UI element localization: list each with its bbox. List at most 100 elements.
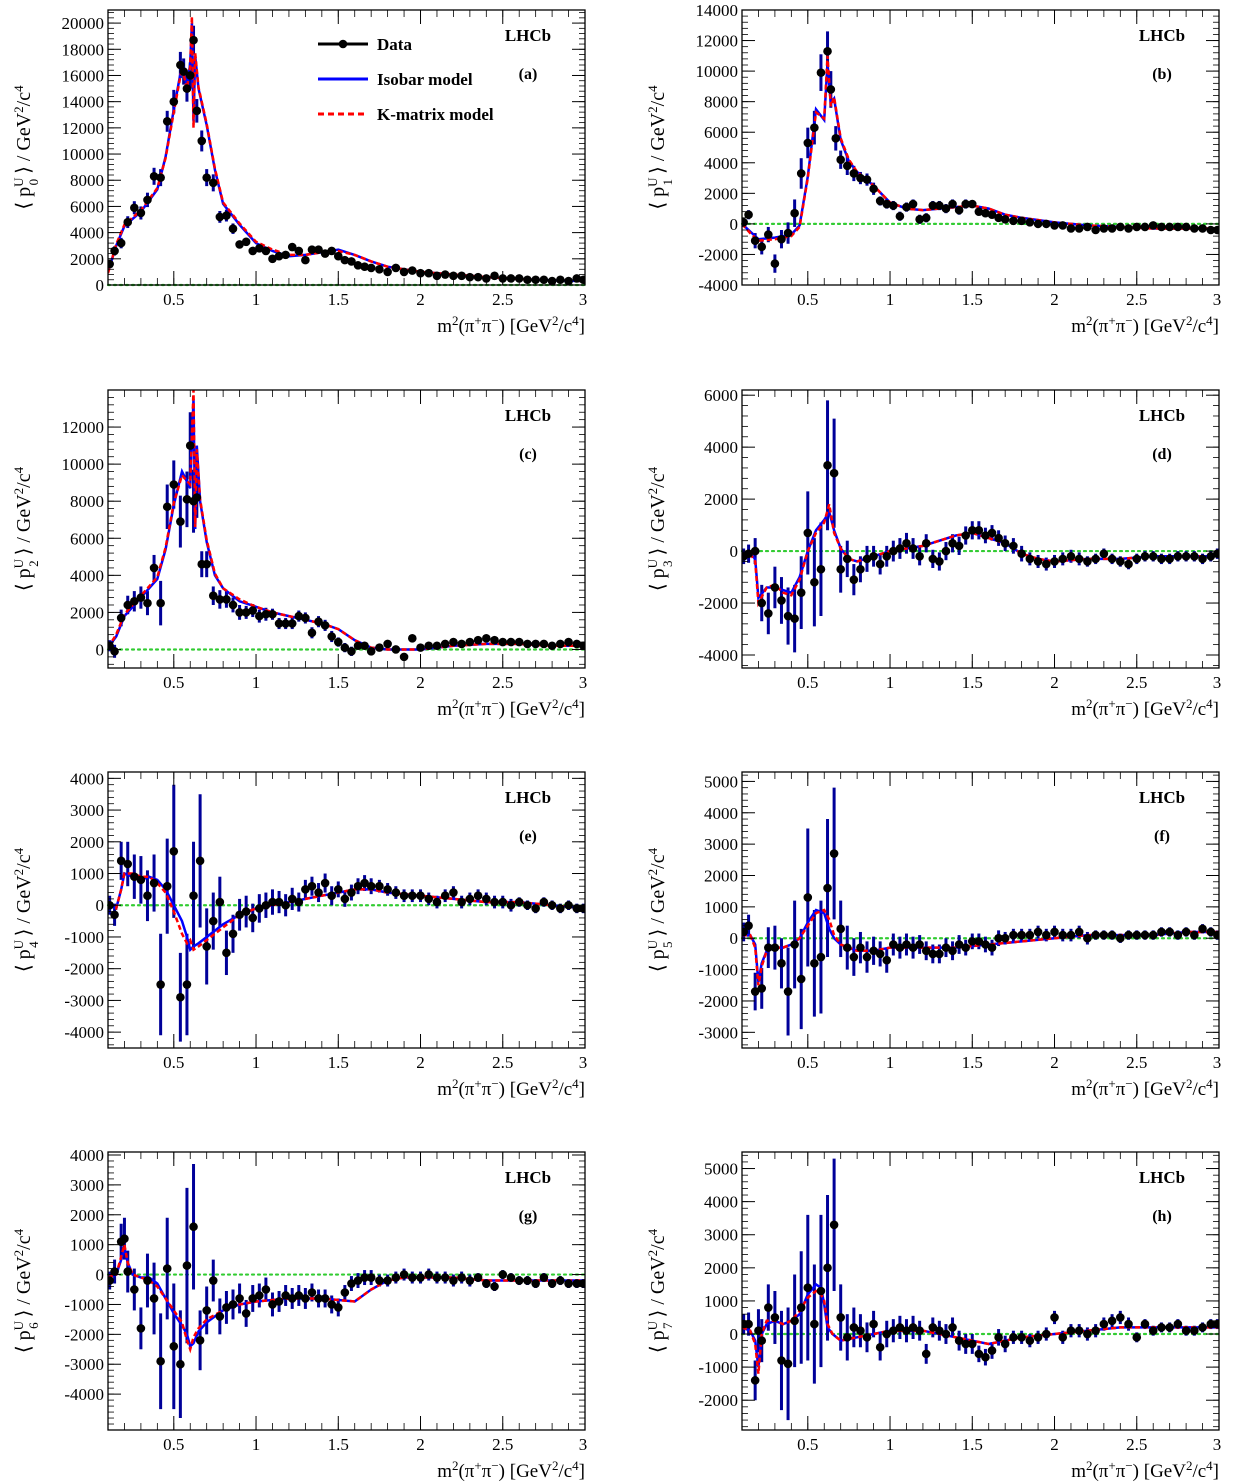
data-point (1206, 551, 1216, 561)
x-tick-label: 1 (252, 1435, 261, 1454)
y-axis-label: ⟨ pU4 ⟩ / GeV2/c4 (11, 847, 41, 972)
data-point (1074, 224, 1084, 233)
data-point (750, 236, 760, 245)
data-point (1173, 222, 1183, 232)
data-point (1066, 930, 1076, 940)
data-point (928, 1323, 938, 1332)
data-point (882, 955, 892, 965)
data-point (523, 639, 532, 649)
data-point (1066, 551, 1076, 561)
data-point (836, 155, 845, 165)
data-point (261, 900, 271, 910)
data-point (301, 613, 310, 623)
data-point (842, 554, 852, 564)
data-point (136, 1324, 146, 1333)
data-point (274, 1297, 284, 1306)
data-point (869, 184, 878, 194)
plot-frame (107, 771, 586, 1049)
x-tick-label: 3 (579, 290, 588, 309)
x-tick-label: 2 (1050, 673, 1059, 692)
y-tick-label: 8000 (704, 93, 738, 112)
data-point (320, 621, 330, 630)
data-point (1124, 930, 1133, 940)
data-point (241, 907, 251, 916)
data-point (556, 275, 565, 285)
data-point (882, 199, 892, 209)
data-point (895, 544, 905, 553)
data-point (130, 872, 139, 881)
data-point (1173, 930, 1183, 940)
data-point (440, 270, 450, 279)
data-point (816, 952, 826, 962)
data-point (954, 1336, 964, 1345)
x-tick-label: 1.5 (328, 1053, 349, 1072)
data-point (301, 1294, 310, 1303)
data-point (572, 904, 582, 913)
data-point (974, 207, 984, 216)
data-point (783, 228, 793, 238)
data-point (1009, 541, 1018, 551)
x-tick-label: 0.5 (163, 673, 184, 692)
data-point (208, 178, 218, 188)
y-tick-label: 4000 (70, 224, 104, 243)
x-tick-label: 2 (416, 673, 425, 692)
data-point (810, 123, 819, 132)
data-point (465, 637, 475, 647)
data-point (333, 251, 343, 261)
y-tick-label: -2000 (64, 960, 104, 979)
data-point (941, 943, 951, 952)
data-point (974, 1349, 984, 1359)
data-point (1050, 557, 1059, 566)
data-point (514, 637, 524, 647)
data-point (882, 1329, 892, 1339)
data-point (954, 205, 964, 215)
data-point (182, 495, 192, 504)
data-point (572, 1279, 582, 1288)
data-point (1033, 927, 1043, 937)
y-tick-label: -3000 (64, 1355, 104, 1374)
data-point (777, 1356, 786, 1365)
data-point (1181, 222, 1191, 232)
y-tick-label: -2000 (64, 1325, 104, 1344)
panel-e: -4000 -3000 -2000 -1000 0 1000 2000 3000 4000 0.5… (11, 769, 588, 1100)
data-point (189, 891, 198, 901)
plot-area (108, 390, 585, 662)
data-point (1009, 1333, 1018, 1342)
data-point (314, 617, 323, 626)
data-point (1066, 1326, 1076, 1336)
data-point (248, 606, 258, 615)
data-point (1025, 554, 1035, 564)
y-tick-label: -3000 (64, 991, 104, 1010)
data-point (941, 1329, 951, 1339)
y-tick-label: -1000 (64, 1295, 104, 1314)
data-point (770, 1313, 780, 1322)
data-point (281, 250, 290, 260)
data-point (816, 564, 826, 574)
data-point (482, 894, 491, 904)
data-point (156, 598, 165, 608)
panel-f: -3000 -2000 -1000 0 1000 2000 3000 4000 5000 0.5 1… (645, 771, 1221, 1100)
data-point (1148, 221, 1158, 230)
data-point (143, 598, 152, 608)
data-point (506, 1273, 516, 1282)
data-point (176, 517, 185, 526)
data-point (156, 173, 165, 182)
data-point (169, 1342, 179, 1351)
data-point (498, 897, 508, 907)
plot-area (742, 31, 1219, 273)
data-point (255, 904, 264, 913)
data-point (836, 564, 845, 574)
data-point (941, 204, 951, 213)
data-point (856, 564, 865, 574)
data-point (1058, 1333, 1068, 1342)
data-point (1157, 554, 1166, 564)
data-point (235, 1294, 244, 1303)
data-point (490, 271, 499, 281)
data-point (208, 916, 218, 926)
data-point (823, 883, 832, 893)
data-point (195, 1336, 205, 1345)
data-point (744, 1319, 753, 1329)
data-point (849, 575, 859, 584)
data-point (149, 878, 159, 888)
x-tick-label: 2 (1050, 290, 1059, 309)
